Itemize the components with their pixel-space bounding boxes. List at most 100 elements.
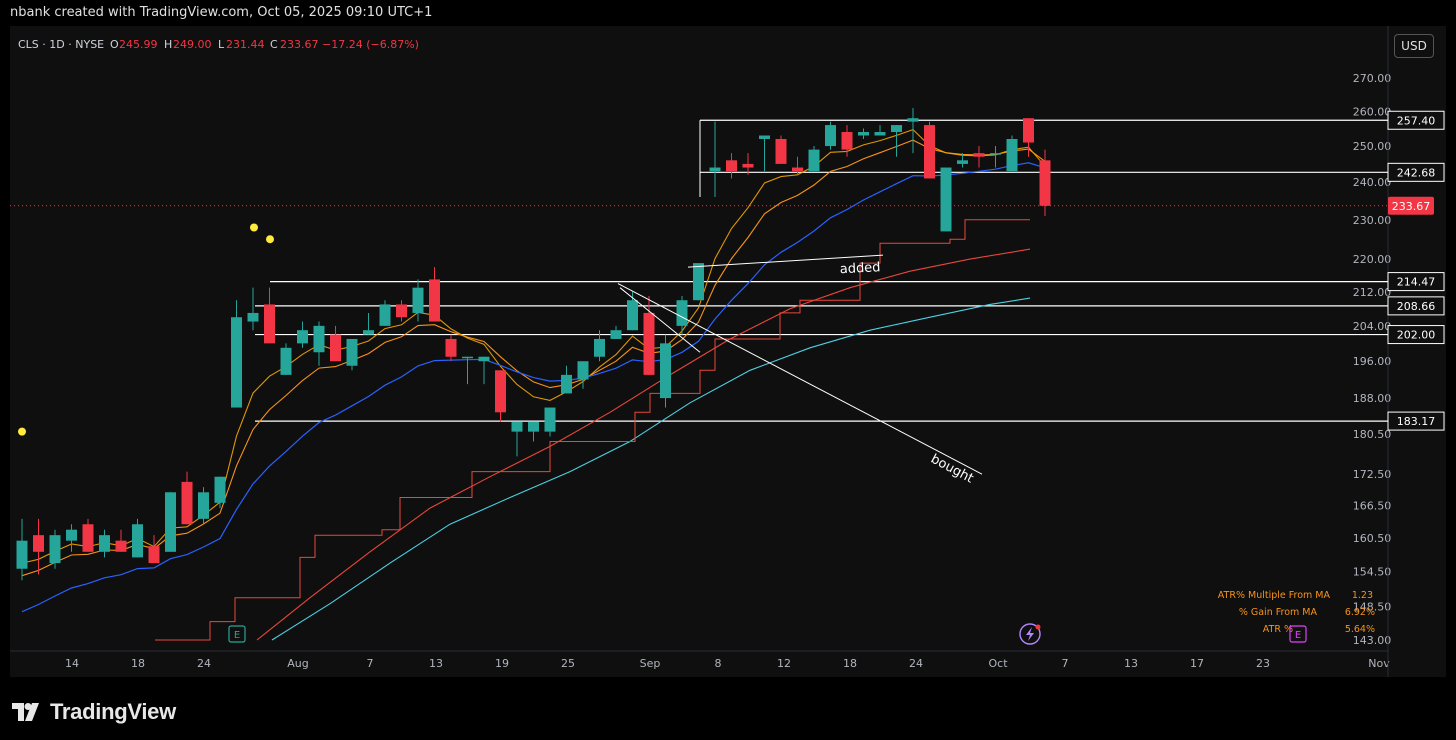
candle[interactable] <box>577 361 589 389</box>
earnings-marker-past[interactable]: E <box>228 625 246 643</box>
lightning-icon[interactable] <box>1019 623 1041 645</box>
candle[interactable] <box>198 487 209 525</box>
candle[interactable] <box>462 356 473 385</box>
candle[interactable] <box>16 518 28 581</box>
candle-body <box>676 300 688 326</box>
candle[interactable] <box>346 338 358 371</box>
price-tick-label: 160.50 <box>1353 532 1392 545</box>
price-level-box <box>1387 110 1445 130</box>
candle[interactable] <box>148 535 160 564</box>
candle[interactable] <box>280 343 292 375</box>
candle-body <box>181 481 193 525</box>
candle[interactable] <box>495 370 506 422</box>
candle[interactable] <box>841 125 853 157</box>
candle-body <box>297 330 308 344</box>
tradingview-logo[interactable]: TradingView <box>12 699 176 725</box>
candle[interactable] <box>132 518 143 558</box>
indicator-value-atr-multiple: 1.23 <box>1352 590 1373 601</box>
candle-body <box>808 149 820 172</box>
candle[interactable] <box>759 135 770 172</box>
candle[interactable] <box>214 476 226 509</box>
bought-trendline[interactable] <box>617 283 983 475</box>
candle[interactable] <box>775 135 787 164</box>
candle[interactable] <box>660 334 671 408</box>
currency-button[interactable]: USD <box>1394 34 1434 58</box>
candle[interactable] <box>264 287 275 344</box>
bought-trendline-short[interactable] <box>619 287 701 353</box>
candle[interactable] <box>528 421 539 442</box>
candle[interactable] <box>313 321 325 366</box>
candle[interactable] <box>726 153 737 179</box>
candle-body <box>858 132 869 136</box>
candle[interactable] <box>165 492 176 552</box>
chart-canvas[interactable]: 270.00 260.00 250.00 240.00 230.00 220.00 212.… <box>10 26 1446 677</box>
candle[interactable] <box>49 529 61 569</box>
candle[interactable] <box>247 287 259 331</box>
earnings-marker-upcoming[interactable]: E <box>1289 625 1307 643</box>
legend-change: −17.24 (−6.87%) <box>322 38 419 51</box>
candle[interactable] <box>511 421 523 457</box>
candle[interactable] <box>330 325 341 362</box>
candle[interactable] <box>858 128 869 140</box>
candle[interactable] <box>1006 135 1018 172</box>
candle-body <box>990 153 1001 155</box>
candle[interactable] <box>742 153 754 175</box>
candle[interactable] <box>478 356 490 385</box>
candle[interactable] <box>561 365 572 394</box>
candle[interactable] <box>445 334 457 362</box>
candle[interactable] <box>231 300 242 408</box>
candle[interactable] <box>297 321 308 348</box>
candle[interactable] <box>940 167 952 232</box>
candle[interactable] <box>924 121 935 179</box>
price-tick-label: 260.00 <box>1353 105 1392 118</box>
legend-symbol[interactable]: CLS · 1D · NYSE <box>18 38 104 51</box>
candle[interactable] <box>379 300 391 326</box>
candle[interactable] <box>907 107 919 154</box>
candle-body <box>726 160 737 172</box>
candle[interactable] <box>1023 118 1034 157</box>
candle[interactable] <box>429 267 440 322</box>
time-tick-label: Sep <box>640 657 661 670</box>
time-tick-label: 13 <box>1124 657 1138 670</box>
candle[interactable] <box>891 125 902 157</box>
candle-body <box>99 535 110 552</box>
candle[interactable] <box>643 296 655 375</box>
candle[interactable] <box>874 125 886 136</box>
candle[interactable] <box>808 146 820 172</box>
indicator-value-gain: 6.92% <box>1345 607 1375 618</box>
annotation-added[interactable]: added <box>839 260 880 277</box>
candle[interactable] <box>396 300 407 322</box>
candle[interactable] <box>181 471 193 525</box>
annotation-bought[interactable]: bought <box>928 452 976 487</box>
price-level-box <box>1387 411 1445 431</box>
candle[interactable] <box>33 518 44 575</box>
candle[interactable] <box>825 121 836 150</box>
candle[interactable] <box>82 518 94 552</box>
added-trendline[interactable] <box>687 254 884 268</box>
candle[interactable] <box>99 529 110 558</box>
candle[interactable] <box>66 524 77 552</box>
candle[interactable] <box>676 296 688 335</box>
candle[interactable] <box>792 156 803 175</box>
price-level-label: 257.40 <box>1397 114 1436 127</box>
time-tick-label: 23 <box>1256 657 1270 670</box>
time-tick-label: 24 <box>909 657 923 670</box>
candle[interactable] <box>412 279 424 322</box>
tradingview-logo-icon <box>12 703 39 721</box>
candle[interactable] <box>363 312 374 335</box>
candle[interactable] <box>610 325 622 339</box>
candle-body <box>940 167 952 232</box>
candle[interactable] <box>973 146 985 168</box>
candle[interactable] <box>693 263 704 301</box>
candle[interactable] <box>957 153 968 168</box>
candle[interactable] <box>1039 149 1051 216</box>
price-tick-label: 196.00 <box>1353 355 1392 368</box>
candle-body <box>16 540 28 569</box>
candle[interactable] <box>115 529 127 552</box>
candle[interactable] <box>990 146 1001 168</box>
candle[interactable] <box>544 407 556 437</box>
chart-area[interactable]: 270.00 260.00 250.00 240.00 230.00 220.00 212.… <box>10 26 1446 677</box>
candle[interactable] <box>594 330 605 362</box>
candle-body <box>627 300 638 331</box>
candle[interactable] <box>709 121 721 198</box>
